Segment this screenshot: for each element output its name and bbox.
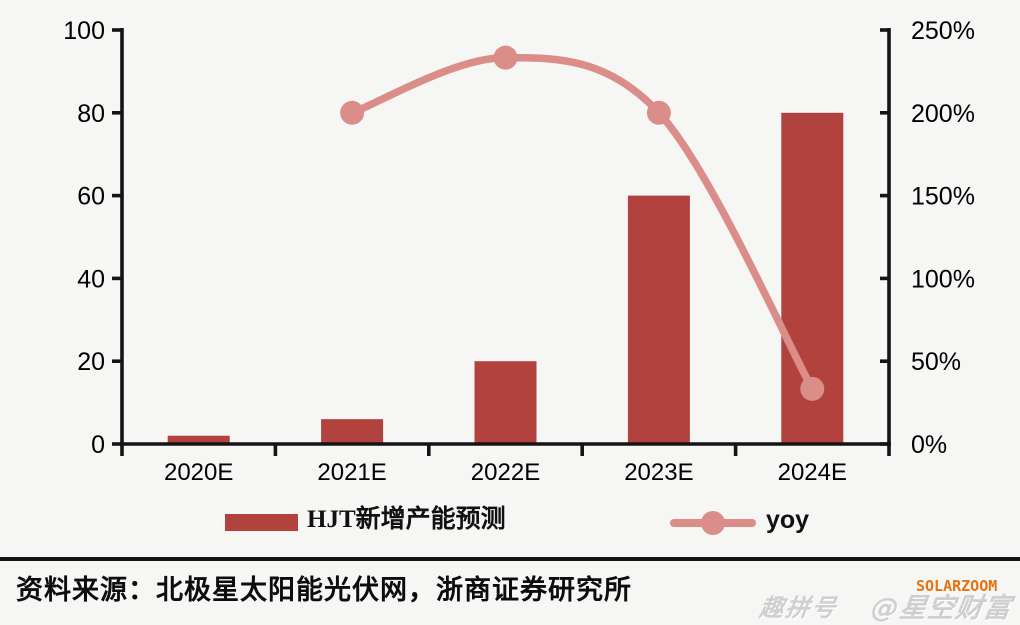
right-axis-label-0: 0% (911, 431, 947, 459)
right-axis-label-100: 100% (911, 265, 975, 293)
yoy-point-2021E (340, 100, 365, 125)
bar-2021E (321, 419, 384, 444)
left-axis-label-60: 60 (77, 183, 105, 211)
chart-legend: HJT新增产能预测 yoy (0, 503, 1020, 539)
x-axis-label-2020E: 2020E (164, 459, 233, 486)
bar-2022E (474, 361, 537, 444)
watermark-solarzoom: SOLARZOOM (916, 577, 998, 595)
bar-series-swatch (225, 513, 298, 531)
yoy-line (348, 53, 817, 393)
line-series-swatch (670, 511, 756, 535)
left-axis-label-20: 20 (77, 348, 105, 376)
line-series-dot (701, 511, 725, 535)
bar-2020E (167, 435, 230, 444)
right-axis-label-150: 150% (911, 183, 975, 211)
left-axis-label-0: 0 (91, 431, 105, 459)
x-axis-label-2023E: 2023E (624, 459, 693, 486)
source-text: 资料来源：北极星太阳能光伏网，浙商证券研究所 (16, 575, 632, 605)
x-axis-label-2022E: 2022E (471, 459, 540, 486)
separator-line (0, 557, 1020, 561)
x-axis-label-2021E: 2021E (317, 459, 386, 486)
yoy-point-2022E (493, 45, 518, 70)
left-axis-label-40: 40 (77, 265, 105, 293)
right-axis-label-50: 50% (911, 348, 961, 376)
legend-item-yoy: yoy (670, 503, 809, 537)
x-axis-label-2024E: 2024E (778, 459, 847, 486)
yoy-point-2024E (800, 376, 825, 401)
watermark-platform: 趣拼号 (757, 594, 840, 622)
bar-2023E (627, 195, 690, 444)
line-series-label: yoy (766, 506, 810, 534)
legend-item-bar: HJT新增产能预测 (225, 503, 506, 537)
yoy-point-2023E (646, 100, 671, 125)
left-axis-label-100: 100 (63, 17, 105, 45)
left-axis-label-80: 80 (77, 100, 105, 128)
combo-chart: 0 20 40 60 80 100 0% 50% 100% 150% 200% 250% 2020E 20… (63, 17, 975, 486)
right-axis-label-250: 250% (911, 17, 975, 45)
right-axis-label-200: 200% (911, 100, 975, 128)
bar-series-label: HJT新增产能预测 (307, 506, 506, 533)
